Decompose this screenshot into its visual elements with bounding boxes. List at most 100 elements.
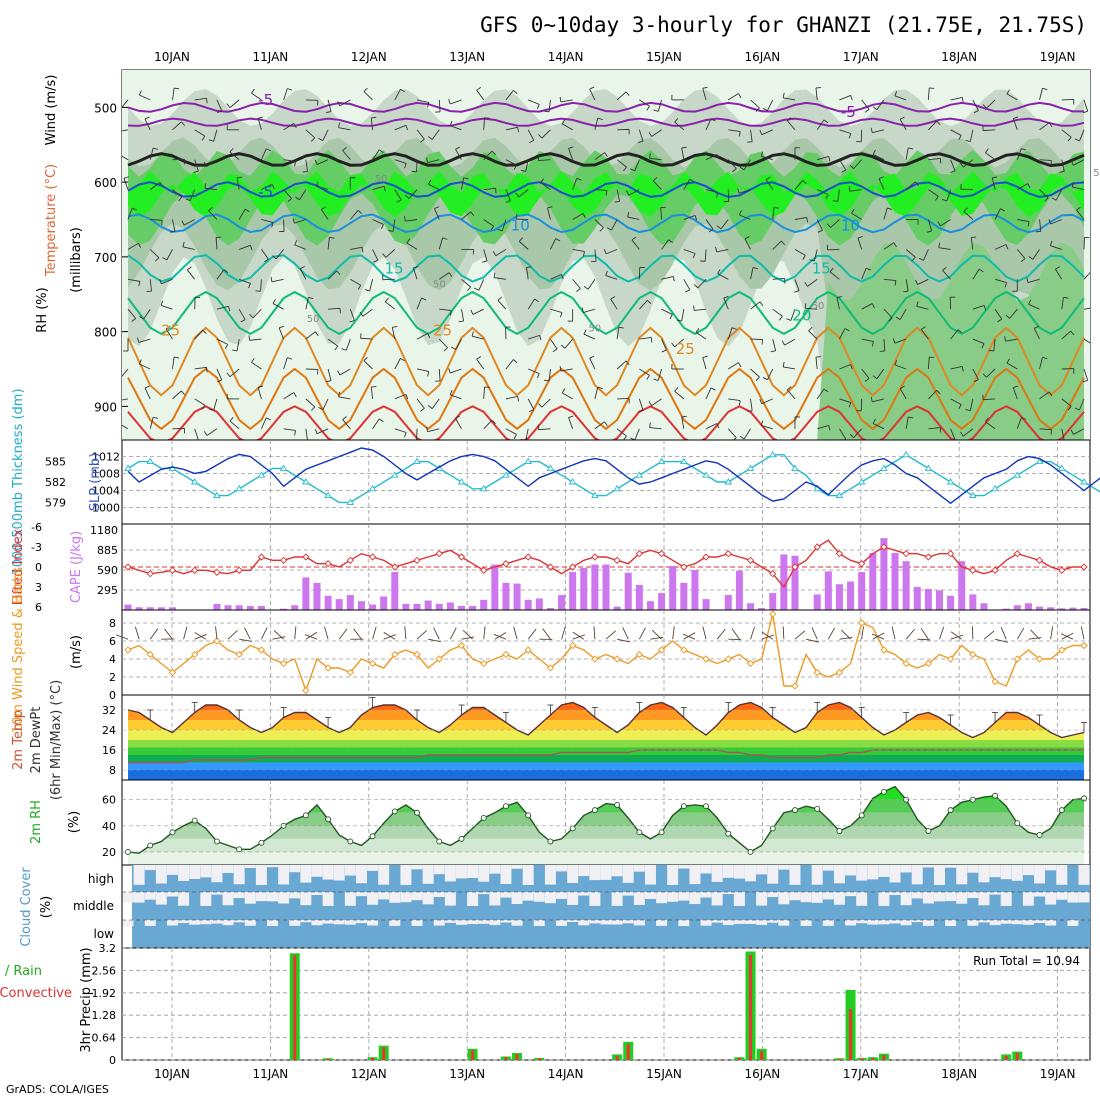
upper-wind-barb-flag [1059,441,1064,442]
cloud-gap [412,920,423,926]
lifted-index-point [547,564,553,570]
precip-convective-bar [516,1054,519,1060]
cloud-gap [467,865,478,878]
cloud-gap [167,920,178,926]
cloud-gap [890,920,901,923]
cloud-gap [945,892,956,901]
date-label-bottom: 18JAN [941,1067,977,1081]
profile-clip [115,70,1096,444]
cloud-gap [567,892,578,905]
date-label-top: 12JAN [351,50,387,64]
wind-tick-label: 2 [109,671,116,684]
date-label-top: 10JAN [154,50,190,64]
wind-barb [795,631,805,639]
cloud-gap [412,865,423,869]
contour-label: 50 [375,174,388,185]
rh2m-point [526,813,531,818]
rh2m-point [859,813,864,818]
cloud-gap [967,865,978,873]
cloud-gap [990,865,1001,877]
rh2m-point [548,839,553,844]
cape-bar [291,605,298,610]
cloud-gap [567,920,578,922]
rh2m-point [659,830,664,835]
wind-barb [639,628,645,639]
lifted-index-point [236,567,242,573]
cape-bar [458,606,465,610]
temp-band [122,700,1090,710]
cape-bar [236,605,243,610]
rh2m-point [881,789,886,794]
upper-wind-barb-flag [115,127,116,132]
cloud-gap [378,865,389,885]
cloud-gap [778,892,789,904]
cloud-gap [178,892,189,906]
upper-wind-barb-flag [117,106,121,109]
cape-bar [691,570,698,610]
cloud-gap [345,920,356,925]
cloud-gap [134,865,145,885]
cloud-gap [1023,920,1034,925]
cloud-gap [200,865,211,877]
cape-bar [747,603,754,610]
label-rh: RH (%) [35,287,50,332]
cloud-gap [234,920,245,922]
cape-bar [247,606,254,610]
date-label-top: 16JAN [745,50,781,64]
cloud-gap [1067,920,1078,926]
cloud-gap [278,892,289,904]
cloud-gap [1001,865,1012,879]
cloud-gap [990,920,1001,925]
cape-bar [647,601,654,610]
precip-convective-bar [627,1044,630,1060]
cloud-gap [378,892,389,899]
cloud-gap [878,892,889,906]
cloud-gap [434,865,445,874]
cloud-gap [1056,865,1067,885]
cloud-gap [823,892,834,899]
cloud-gap [467,920,478,924]
cloud-gap [912,865,923,884]
cape-bar [836,584,843,610]
precip-convective-bar [382,1047,385,1060]
cloud-gap [723,865,734,878]
cloud-gap [389,892,400,903]
cloud-gap [956,892,967,904]
cloud-gap [345,865,356,876]
wind-tick-label: 4 [109,653,116,666]
cloud-gap [245,892,256,904]
cloud-gap [123,920,134,926]
wind-barb [528,629,536,639]
lifted-index-point [169,567,175,573]
rh-band [122,800,1090,813]
cloud-gap [334,920,345,924]
chart-title: GFS 0~10day 3-hourly for GHANZI (21.75E,… [480,13,1087,37]
upper-wind-barb-flag [207,367,208,372]
cloud-gap [845,920,856,925]
lifted-index-point [458,554,464,560]
cape-bar [325,596,332,610]
profile-ytick-label: 700 [94,251,117,265]
cloud-gap [578,892,589,896]
cloud-gap [178,920,189,923]
cloud-gap [567,865,578,883]
cape-tick-label: 885 [97,544,118,557]
cloud-gap [434,892,445,897]
cloud-gap [923,892,934,903]
precip-tick-label: 1.28 [92,1009,117,1022]
contour-label: 15 [384,259,403,277]
cloud-gap [323,865,334,880]
wind-barb [339,629,347,639]
cloud-gap [734,920,745,924]
lifted-index-point [481,567,487,573]
cloud-gap [990,892,1001,895]
cloud-gap [712,920,723,923]
lifted-index-point [748,557,754,563]
cloud-gap [678,892,689,901]
lifted-index-point [903,551,909,557]
rh2m-point [503,804,508,809]
precip-tick-label: 1.92 [92,987,117,1000]
cloud-gap [256,892,267,901]
lifted-index-point [303,554,309,560]
